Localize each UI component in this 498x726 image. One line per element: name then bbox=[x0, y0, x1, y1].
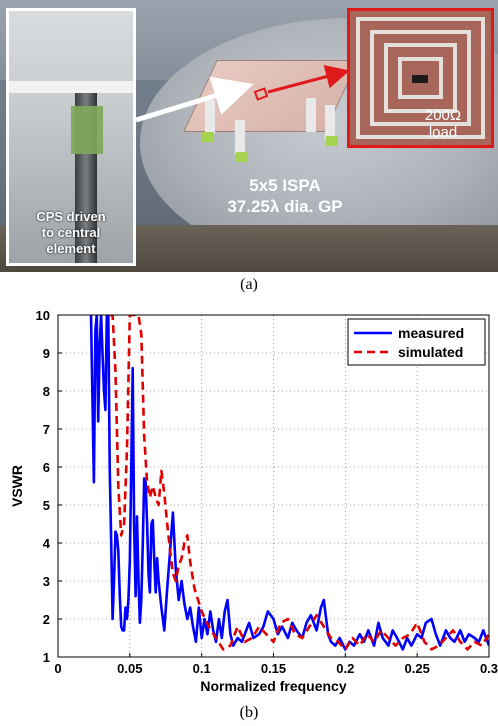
y-tick-label: 9 bbox=[43, 346, 50, 361]
series-line-measured bbox=[89, 315, 489, 651]
x-tick-label: 0.3 bbox=[480, 661, 498, 676]
legend-label-simulated: simulated bbox=[398, 344, 463, 360]
vswr-chart: 0 0.05 0.1 0.15 0.2 0.25 0.3 1 2 3 4 5 6 7 8 9 10 Normal… bbox=[9, 308, 498, 694]
support-post bbox=[205, 100, 215, 134]
x-tick-label: 0 bbox=[54, 661, 61, 676]
foam-pad bbox=[236, 152, 248, 162]
spiral-element-inset: 200Ω load bbox=[347, 8, 494, 148]
foam-pad bbox=[202, 132, 214, 142]
load-label: 200Ω load bbox=[398, 107, 488, 141]
cps-label-line: to central bbox=[41, 225, 101, 240]
photo-arrows bbox=[135, 64, 350, 123]
array-description-line: 5x5 ISPA bbox=[249, 176, 321, 195]
spiral-arm bbox=[398, 57, 443, 99]
array-description-line: 37.25λ dia. GP bbox=[227, 197, 343, 216]
support-post bbox=[306, 98, 316, 132]
chart-ticks: 0 0.05 0.1 0.15 0.2 0.25 0.3 1 2 3 4 5 6 7 8 9 10 bbox=[36, 308, 498, 676]
green-tape bbox=[71, 106, 103, 154]
spiral-arm bbox=[384, 43, 457, 113]
array-description: 5x5 ISPA 37.25λ dia. GP bbox=[185, 175, 385, 217]
y-tick-label: 3 bbox=[43, 574, 50, 589]
legend-label-measured: measured bbox=[398, 325, 464, 341]
y-axis-label: VSWR bbox=[9, 465, 25, 507]
spiral-arm bbox=[356, 17, 485, 139]
x-tick-label: 0.25 bbox=[405, 661, 430, 676]
cps-feed-inset: CPS driven to central element bbox=[6, 8, 136, 266]
cps-label-line: CPS driven bbox=[36, 209, 106, 224]
chart-legend: measured simulated bbox=[347, 318, 486, 366]
x-tick-label: 0.1 bbox=[193, 661, 211, 676]
load-resistor bbox=[412, 75, 428, 83]
x-tick-label: 0.05 bbox=[117, 661, 142, 676]
y-tick-label: 10 bbox=[36, 308, 50, 323]
y-tick-label: 1 bbox=[43, 650, 50, 665]
caption-b: (b) bbox=[239, 704, 259, 721]
x-tick-label: 0.2 bbox=[336, 661, 354, 676]
foam-pad bbox=[326, 136, 338, 146]
y-tick-label: 7 bbox=[43, 422, 50, 437]
y-tick-label: 8 bbox=[43, 384, 50, 399]
white-arrow bbox=[135, 76, 254, 123]
chart-series bbox=[89, 315, 489, 651]
x-axis-label: Normalized frequency bbox=[200, 678, 346, 694]
load-label-line: load bbox=[428, 124, 458, 141]
element-highlight-box bbox=[253, 87, 269, 101]
y-tick-label: 6 bbox=[43, 460, 50, 475]
legend-box bbox=[347, 318, 486, 366]
series-line-simulated bbox=[109, 315, 489, 651]
antenna-photo: CPS driven to central element 200Ω load bbox=[0, 0, 498, 272]
inset-ground-plate bbox=[9, 81, 133, 93]
caption-a: (a) bbox=[240, 276, 258, 293]
chart-grid bbox=[58, 315, 489, 657]
y-tick-label: 2 bbox=[43, 612, 50, 627]
cps-label-line: element bbox=[46, 241, 96, 256]
y-tick-label: 4 bbox=[43, 536, 51, 551]
x-tick-label: 0.15 bbox=[261, 661, 286, 676]
spiral-arm bbox=[370, 30, 471, 126]
cps-label: CPS driven to central element bbox=[9, 209, 133, 257]
red-arrow bbox=[267, 64, 350, 94]
y-tick-label: 5 bbox=[43, 498, 50, 513]
plot-frame bbox=[57, 314, 490, 658]
support-post bbox=[325, 105, 335, 139]
load-label-line: 200Ω bbox=[424, 107, 462, 124]
support-post bbox=[235, 120, 245, 154]
